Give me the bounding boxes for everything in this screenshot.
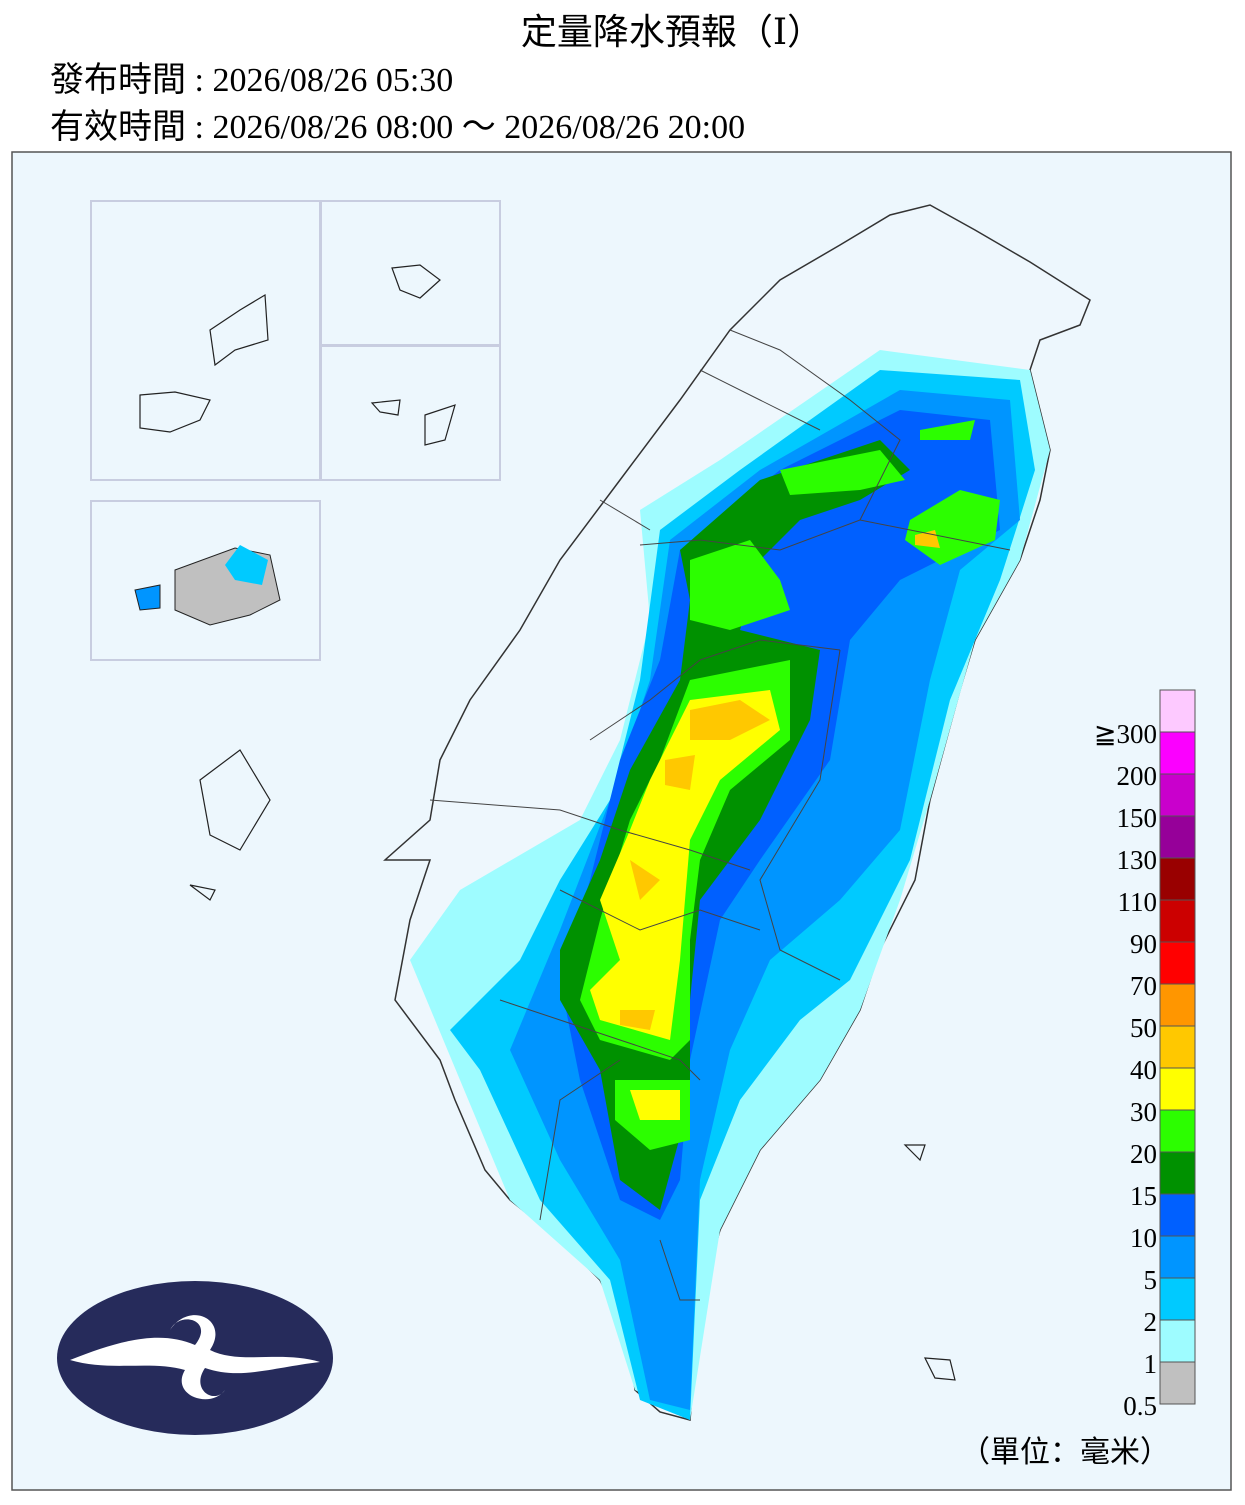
legend-label: 20 xyxy=(1130,1139,1157,1169)
legend-swatch xyxy=(1159,1025,1196,1069)
legend-label: 30 xyxy=(1130,1097,1157,1127)
legend-label: 110 xyxy=(1118,887,1158,917)
legend-swatch xyxy=(1159,731,1196,775)
legend-swatch xyxy=(1159,983,1196,1027)
legend-label: 50 xyxy=(1130,1013,1157,1043)
legend-unit: （單位：毫米） xyxy=(960,1436,1170,1469)
issue-time: 發布時間 : 2026/08/26 05:30 xyxy=(50,61,453,99)
legend-label: 150 xyxy=(1117,803,1158,833)
legend-swatch xyxy=(1159,941,1196,985)
legend-swatch xyxy=(1159,1067,1196,1111)
legend-swatch xyxy=(1159,857,1196,901)
logo-mark xyxy=(70,1315,320,1400)
legend-swatch xyxy=(1159,773,1196,817)
legend-swatch xyxy=(1159,689,1196,733)
legend-swatch xyxy=(1159,1193,1196,1237)
islands xyxy=(139,264,956,1381)
legend-label: 1 xyxy=(1144,1349,1158,1379)
legend-label: 5 xyxy=(1144,1265,1158,1295)
legend-label: ≧300 xyxy=(1094,719,1157,749)
legend-swatch xyxy=(1159,899,1196,943)
title: 定量降水預報（Ⅰ） xyxy=(521,12,823,52)
island-rain xyxy=(134,584,161,611)
county-borders xyxy=(429,329,1011,1301)
island-rain xyxy=(225,545,268,585)
legend-label: 2 xyxy=(1144,1307,1158,1337)
legend-swatch xyxy=(1159,1361,1196,1405)
legend-swatch xyxy=(1159,1151,1196,1195)
legend-swatch xyxy=(1159,1277,1196,1321)
legend-label: 0.5 xyxy=(1123,1391,1157,1421)
legend-label: 15 xyxy=(1130,1181,1157,1211)
legend-label: 70 xyxy=(1130,971,1157,1001)
inset-boxes xyxy=(90,200,501,661)
legend-label: 40 xyxy=(1130,1055,1157,1085)
legend: 0.5 1 2 5 10 15 20 30 40 50 70 90 110 130 150 200 ≧300 xyxy=(1094,689,1196,1421)
legend-label: 90 xyxy=(1130,929,1157,959)
legend-label: 130 xyxy=(1117,845,1158,875)
legend-swatch xyxy=(1159,1109,1196,1153)
legend-label: 10 xyxy=(1130,1223,1157,1253)
legend-label: 200 xyxy=(1117,761,1158,791)
legend-swatch xyxy=(1159,1235,1196,1279)
legend-swatch xyxy=(1159,815,1196,859)
valid-time: 有效時間 : 2026/08/26 08:00 ～ 2026/08/26 20:… xyxy=(50,108,745,146)
legend-swatch xyxy=(1159,1319,1196,1363)
rain-layers xyxy=(410,350,1050,1420)
